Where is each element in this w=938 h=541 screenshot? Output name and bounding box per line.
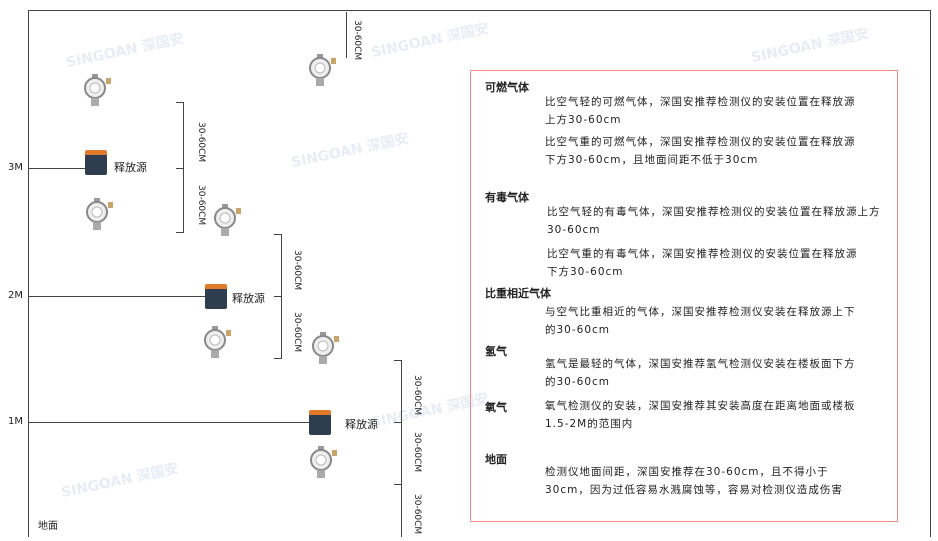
guideline-panel: 可燃气体 比空气轻的可燃气体，深国安推荐检测仪的安装位置在释放源上方30-60c… <box>470 70 898 522</box>
gas-detector-icon <box>312 332 340 364</box>
level-2m-line <box>28 296 208 297</box>
dimension-label: 30-60CM <box>352 20 362 61</box>
level-2m-label: 2M <box>8 290 23 301</box>
gas-detector-icon <box>86 198 114 230</box>
hydrogen-title: 氢气 <box>485 345 507 358</box>
oxygen-title: 氧气 <box>485 401 507 414</box>
oxygen-text: 氧气检测仪的安装，深国安推荐其安装高度在距离地面或楼板1.5-2M的范围内 <box>545 400 856 430</box>
gas-detector-icon <box>84 74 112 106</box>
similar-text: 与空气比重相近的气体，深国安推荐检测仪安装在释放源上下的30-60cm <box>545 306 856 336</box>
gas-detector-icon <box>309 54 337 86</box>
diagram-frame <box>28 10 931 537</box>
release-source-label: 释放源 <box>232 292 265 305</box>
dimension-label: 30-60CM <box>412 494 422 535</box>
dimension-line <box>346 12 347 58</box>
level-1m-label: 1M <box>8 416 23 427</box>
flammable-heavy-text: 比空气重的可燃气体，深国安推荐检测仪的安装位置在释放源下方30-60cm，且地面… <box>545 136 856 166</box>
ground-title: 地面 <box>485 453 507 466</box>
release-source-label: 释放源 <box>114 161 147 174</box>
dimension-line <box>183 102 184 232</box>
flammable-light-text: 比空气轻的可燃气体，深国安推荐检测仪的安装位置在释放源上方30-60cm <box>545 96 856 126</box>
level-3m-label: 3M <box>8 162 23 173</box>
hydrogen-text: 氢气是最轻的气体，深国安推荐氢气检测仪安装在楼板面下方的30-60cm <box>545 358 856 388</box>
release-source-icon <box>85 150 107 175</box>
dimension-label: 30-60CM <box>412 432 422 473</box>
similar-title: 比重相近气体 <box>485 287 551 300</box>
dimension-line <box>401 360 402 537</box>
level-3m-line <box>28 168 90 169</box>
dimension-label: 30-60CM <box>292 312 302 353</box>
release-source-icon <box>309 410 331 435</box>
gas-detector-icon <box>214 204 242 236</box>
level-1m-line <box>28 422 314 423</box>
release-source-label: 释放源 <box>345 418 378 431</box>
toxic-light-text: 比空气轻的有毒气体，深国安推荐检测仪的安装位置在释放源上方30-60cm <box>547 206 881 236</box>
dimension-label: 30-60CM <box>196 122 206 163</box>
flammable-title: 可燃气体 <box>485 81 529 94</box>
release-source-icon <box>205 284 227 309</box>
floor-label: 地面 <box>38 521 58 532</box>
dimension-label: 30-60CM <box>412 375 422 416</box>
gas-detector-icon <box>204 326 232 358</box>
toxic-heavy-text: 比空气重的有毒气体，深国安推荐检测仪的安装位置在释放源下方30-60cm <box>547 248 858 278</box>
dimension-label: 30-60CM <box>292 250 302 291</box>
toxic-title: 有毒气体 <box>485 191 529 204</box>
gas-detector-icon <box>310 446 338 478</box>
ground-text: 检测仪地面间距，深国安推荐在30-60cm，且不得小于30cm，因为过低容易水溅… <box>545 466 843 496</box>
dimension-label: 30-60CM <box>196 185 206 226</box>
